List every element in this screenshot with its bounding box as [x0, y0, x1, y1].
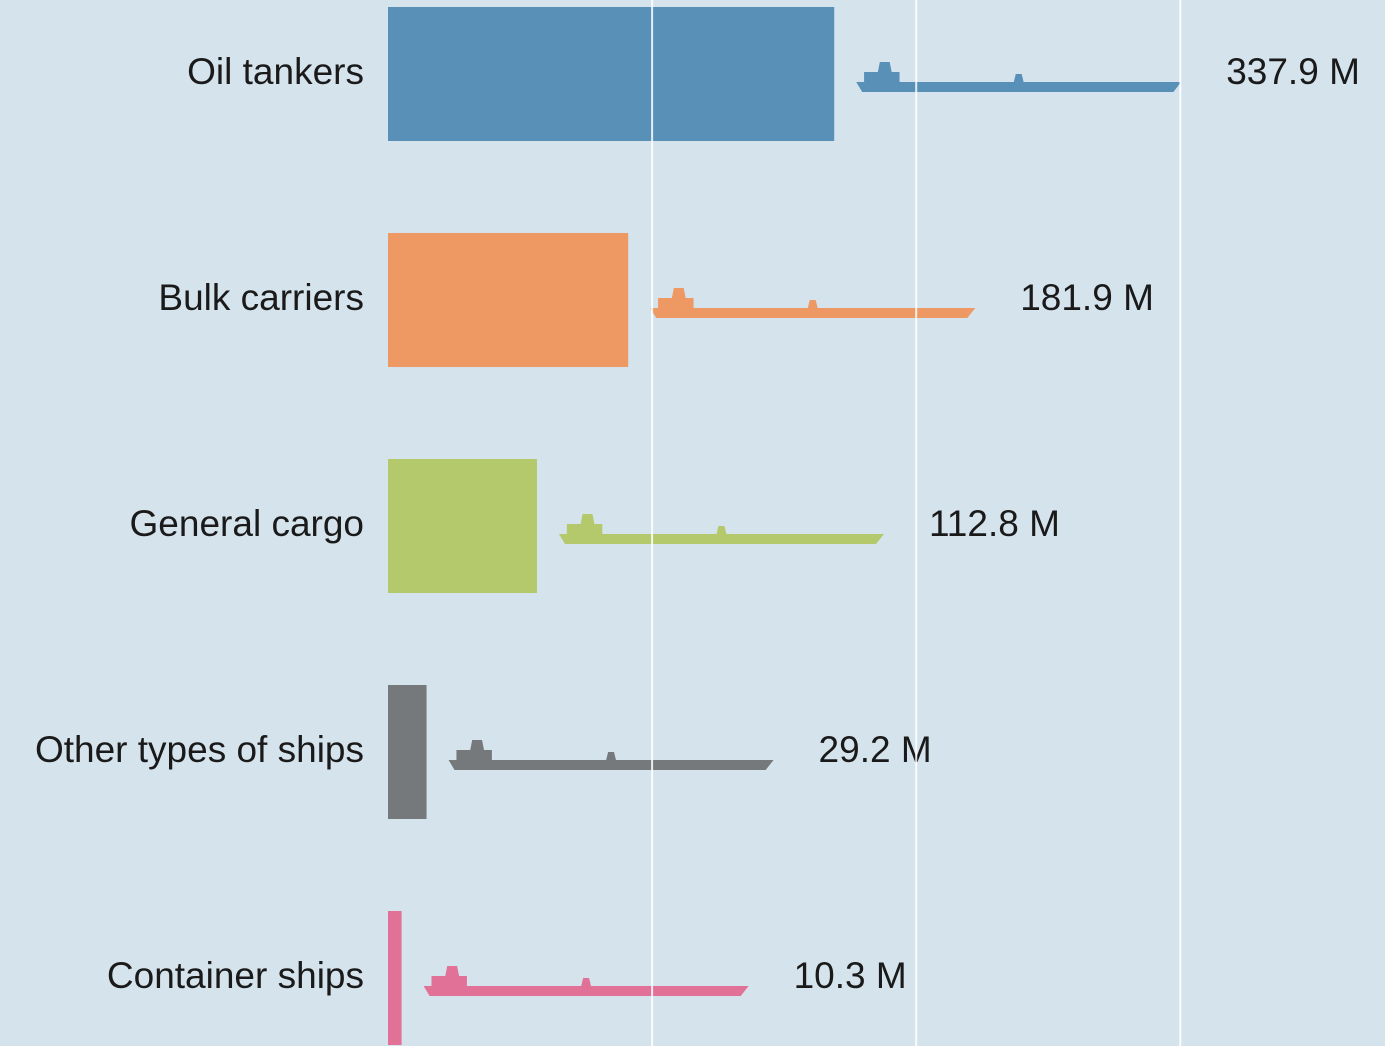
bar [388, 911, 402, 1045]
ship-icon [558, 514, 884, 544]
category-label: Oil tankers [187, 51, 364, 92]
value-label: 10.3 M [794, 955, 907, 996]
value-label: 181.9 M [1020, 277, 1154, 318]
category-label: Container ships [107, 955, 364, 996]
ship-icon [650, 288, 976, 318]
ship-icon [423, 966, 749, 996]
bar [388, 7, 835, 141]
category-label: Bulk carriers [158, 277, 364, 318]
value-label: 112.8 M [929, 503, 1060, 544]
bar [388, 459, 537, 593]
bar [388, 685, 427, 819]
ship-icon [448, 740, 774, 770]
category-label: Other types of ships [35, 729, 364, 770]
category-label: General cargo [130, 503, 364, 544]
bar [388, 233, 629, 367]
value-label: 29.2 M [819, 729, 932, 770]
ship-icon [856, 62, 1182, 92]
value-label: 337.9 M [1226, 51, 1360, 92]
